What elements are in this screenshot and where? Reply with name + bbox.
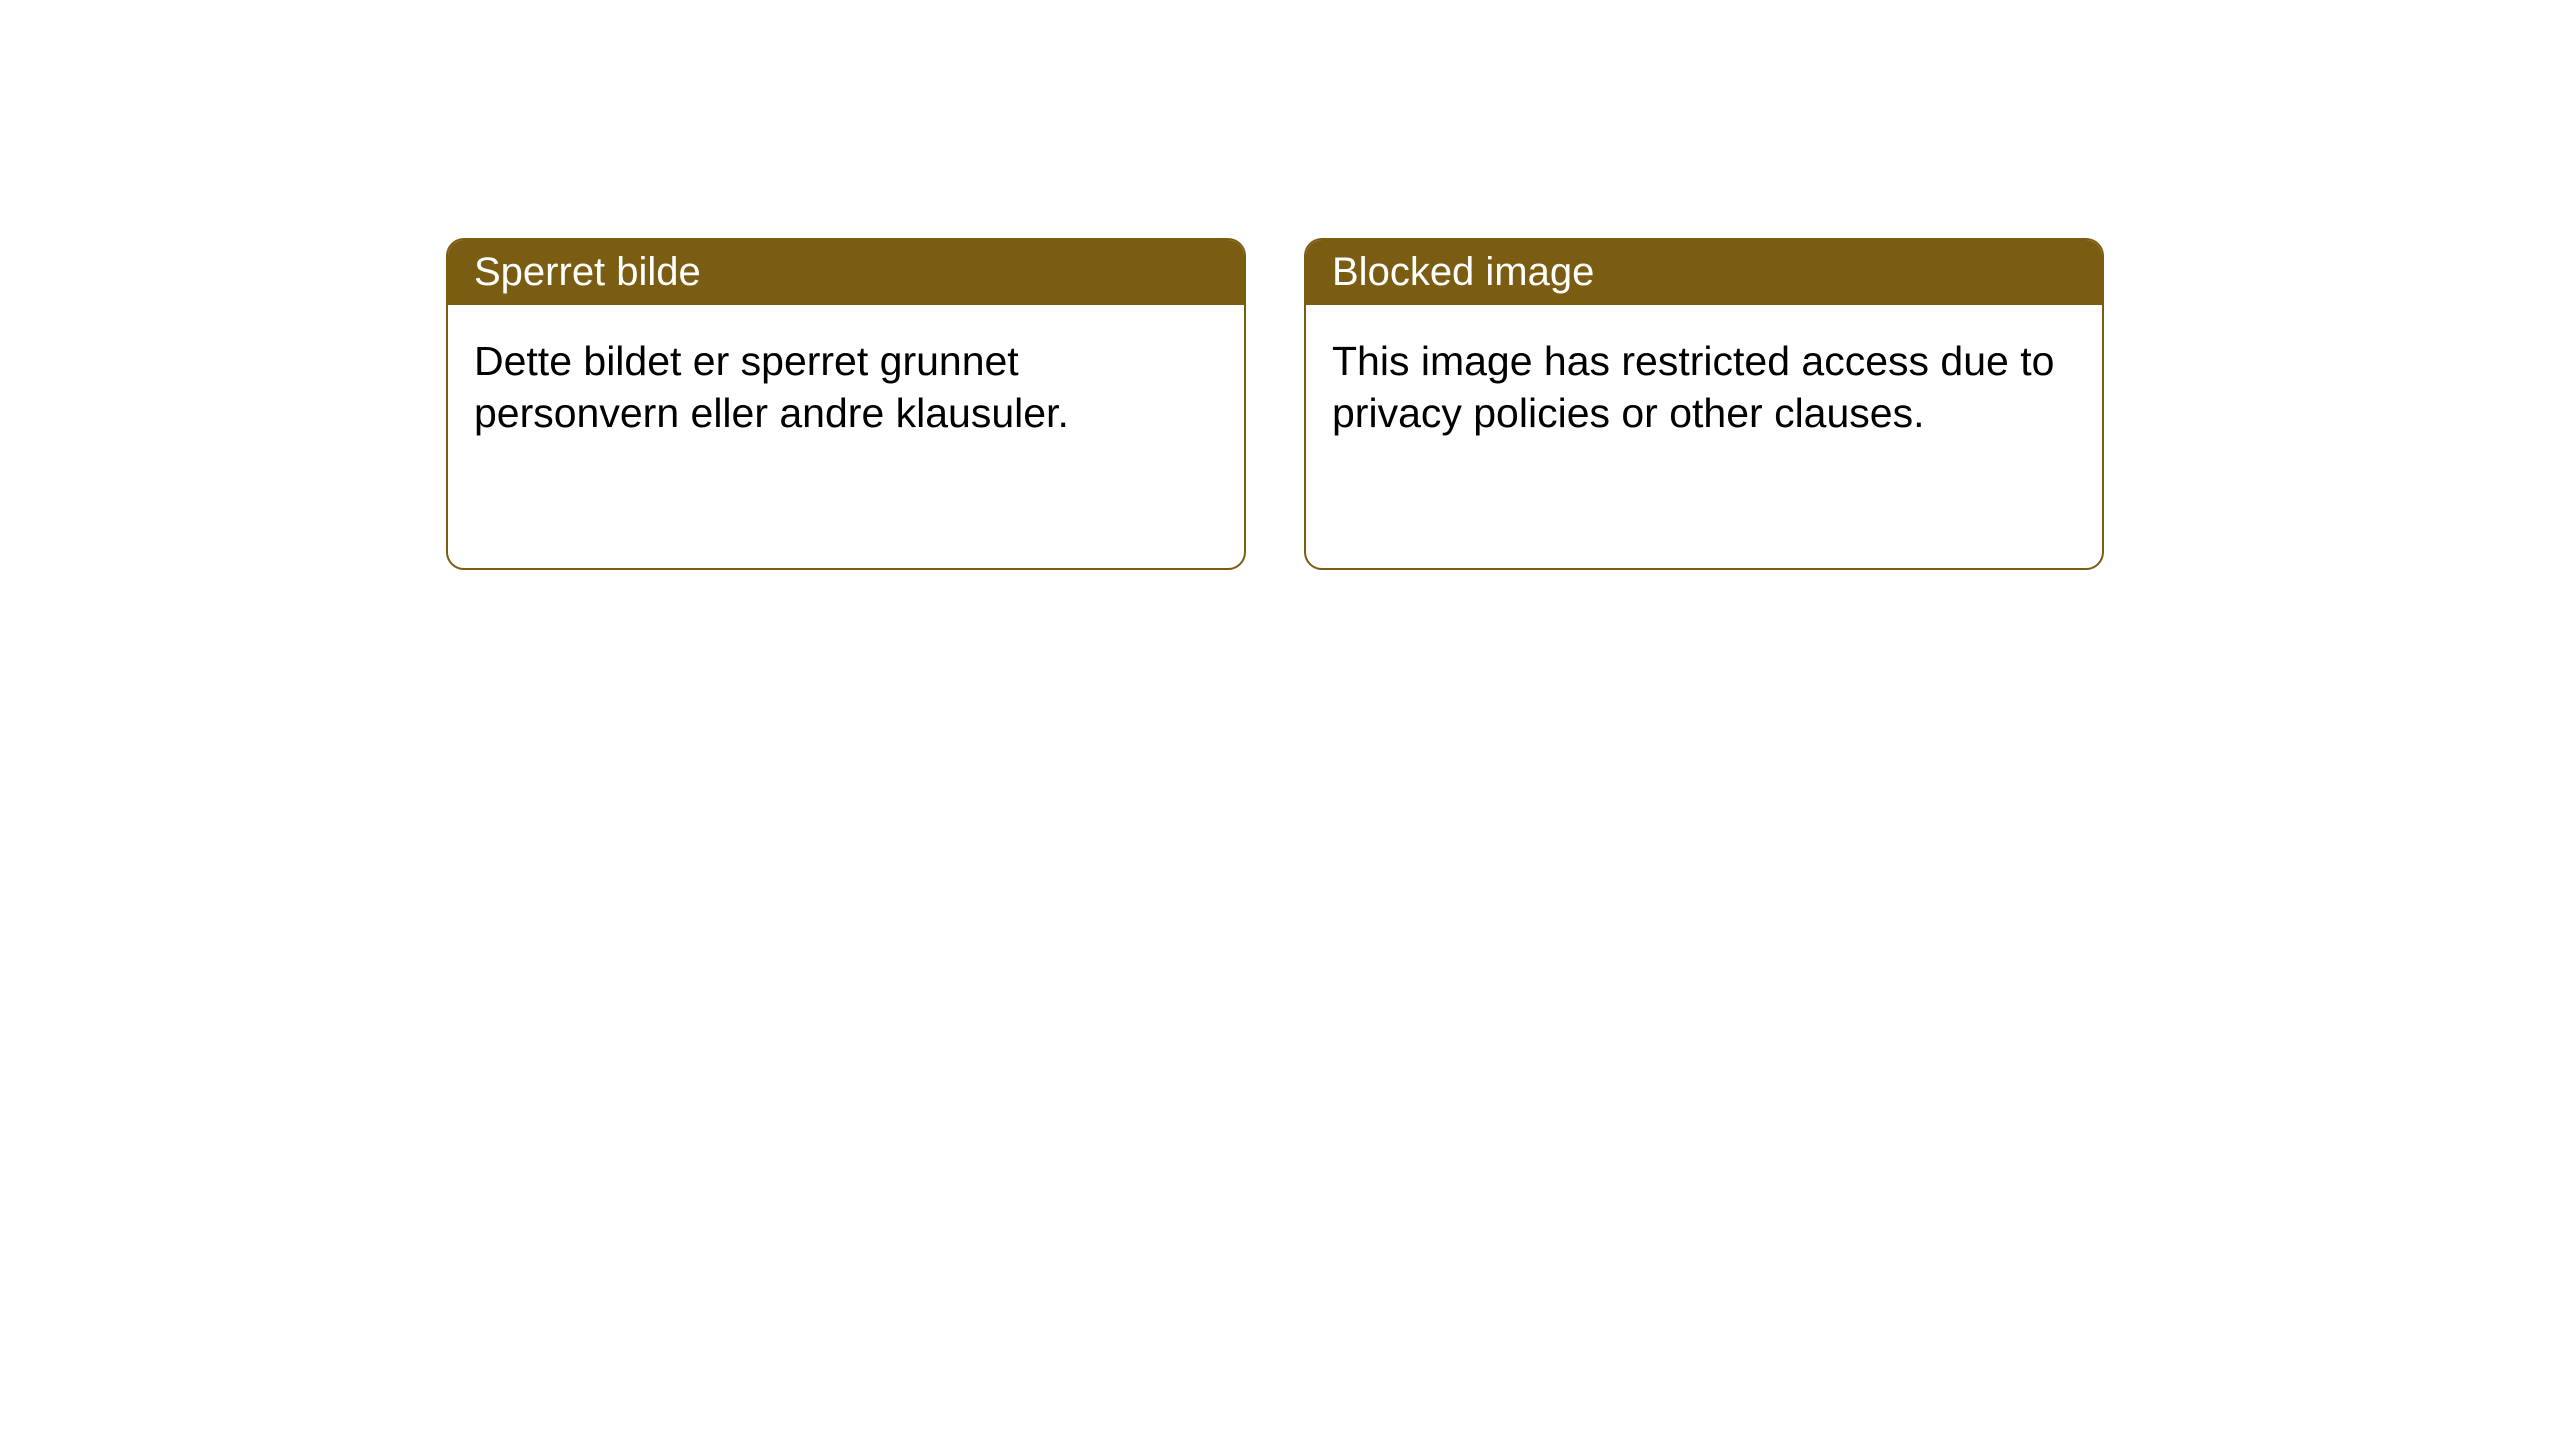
notice-title-en: Blocked image xyxy=(1306,240,2102,305)
notice-card-no: Sperret bilde Dette bildet er sperret gr… xyxy=(446,238,1246,570)
notice-container: Sperret bilde Dette bildet er sperret gr… xyxy=(446,238,2104,570)
notice-body-en: This image has restricted access due to … xyxy=(1306,305,2102,470)
notice-card-en: Blocked image This image has restricted … xyxy=(1304,238,2104,570)
notice-title-no: Sperret bilde xyxy=(448,240,1244,305)
notice-body-no: Dette bildet er sperret grunnet personve… xyxy=(448,305,1244,470)
